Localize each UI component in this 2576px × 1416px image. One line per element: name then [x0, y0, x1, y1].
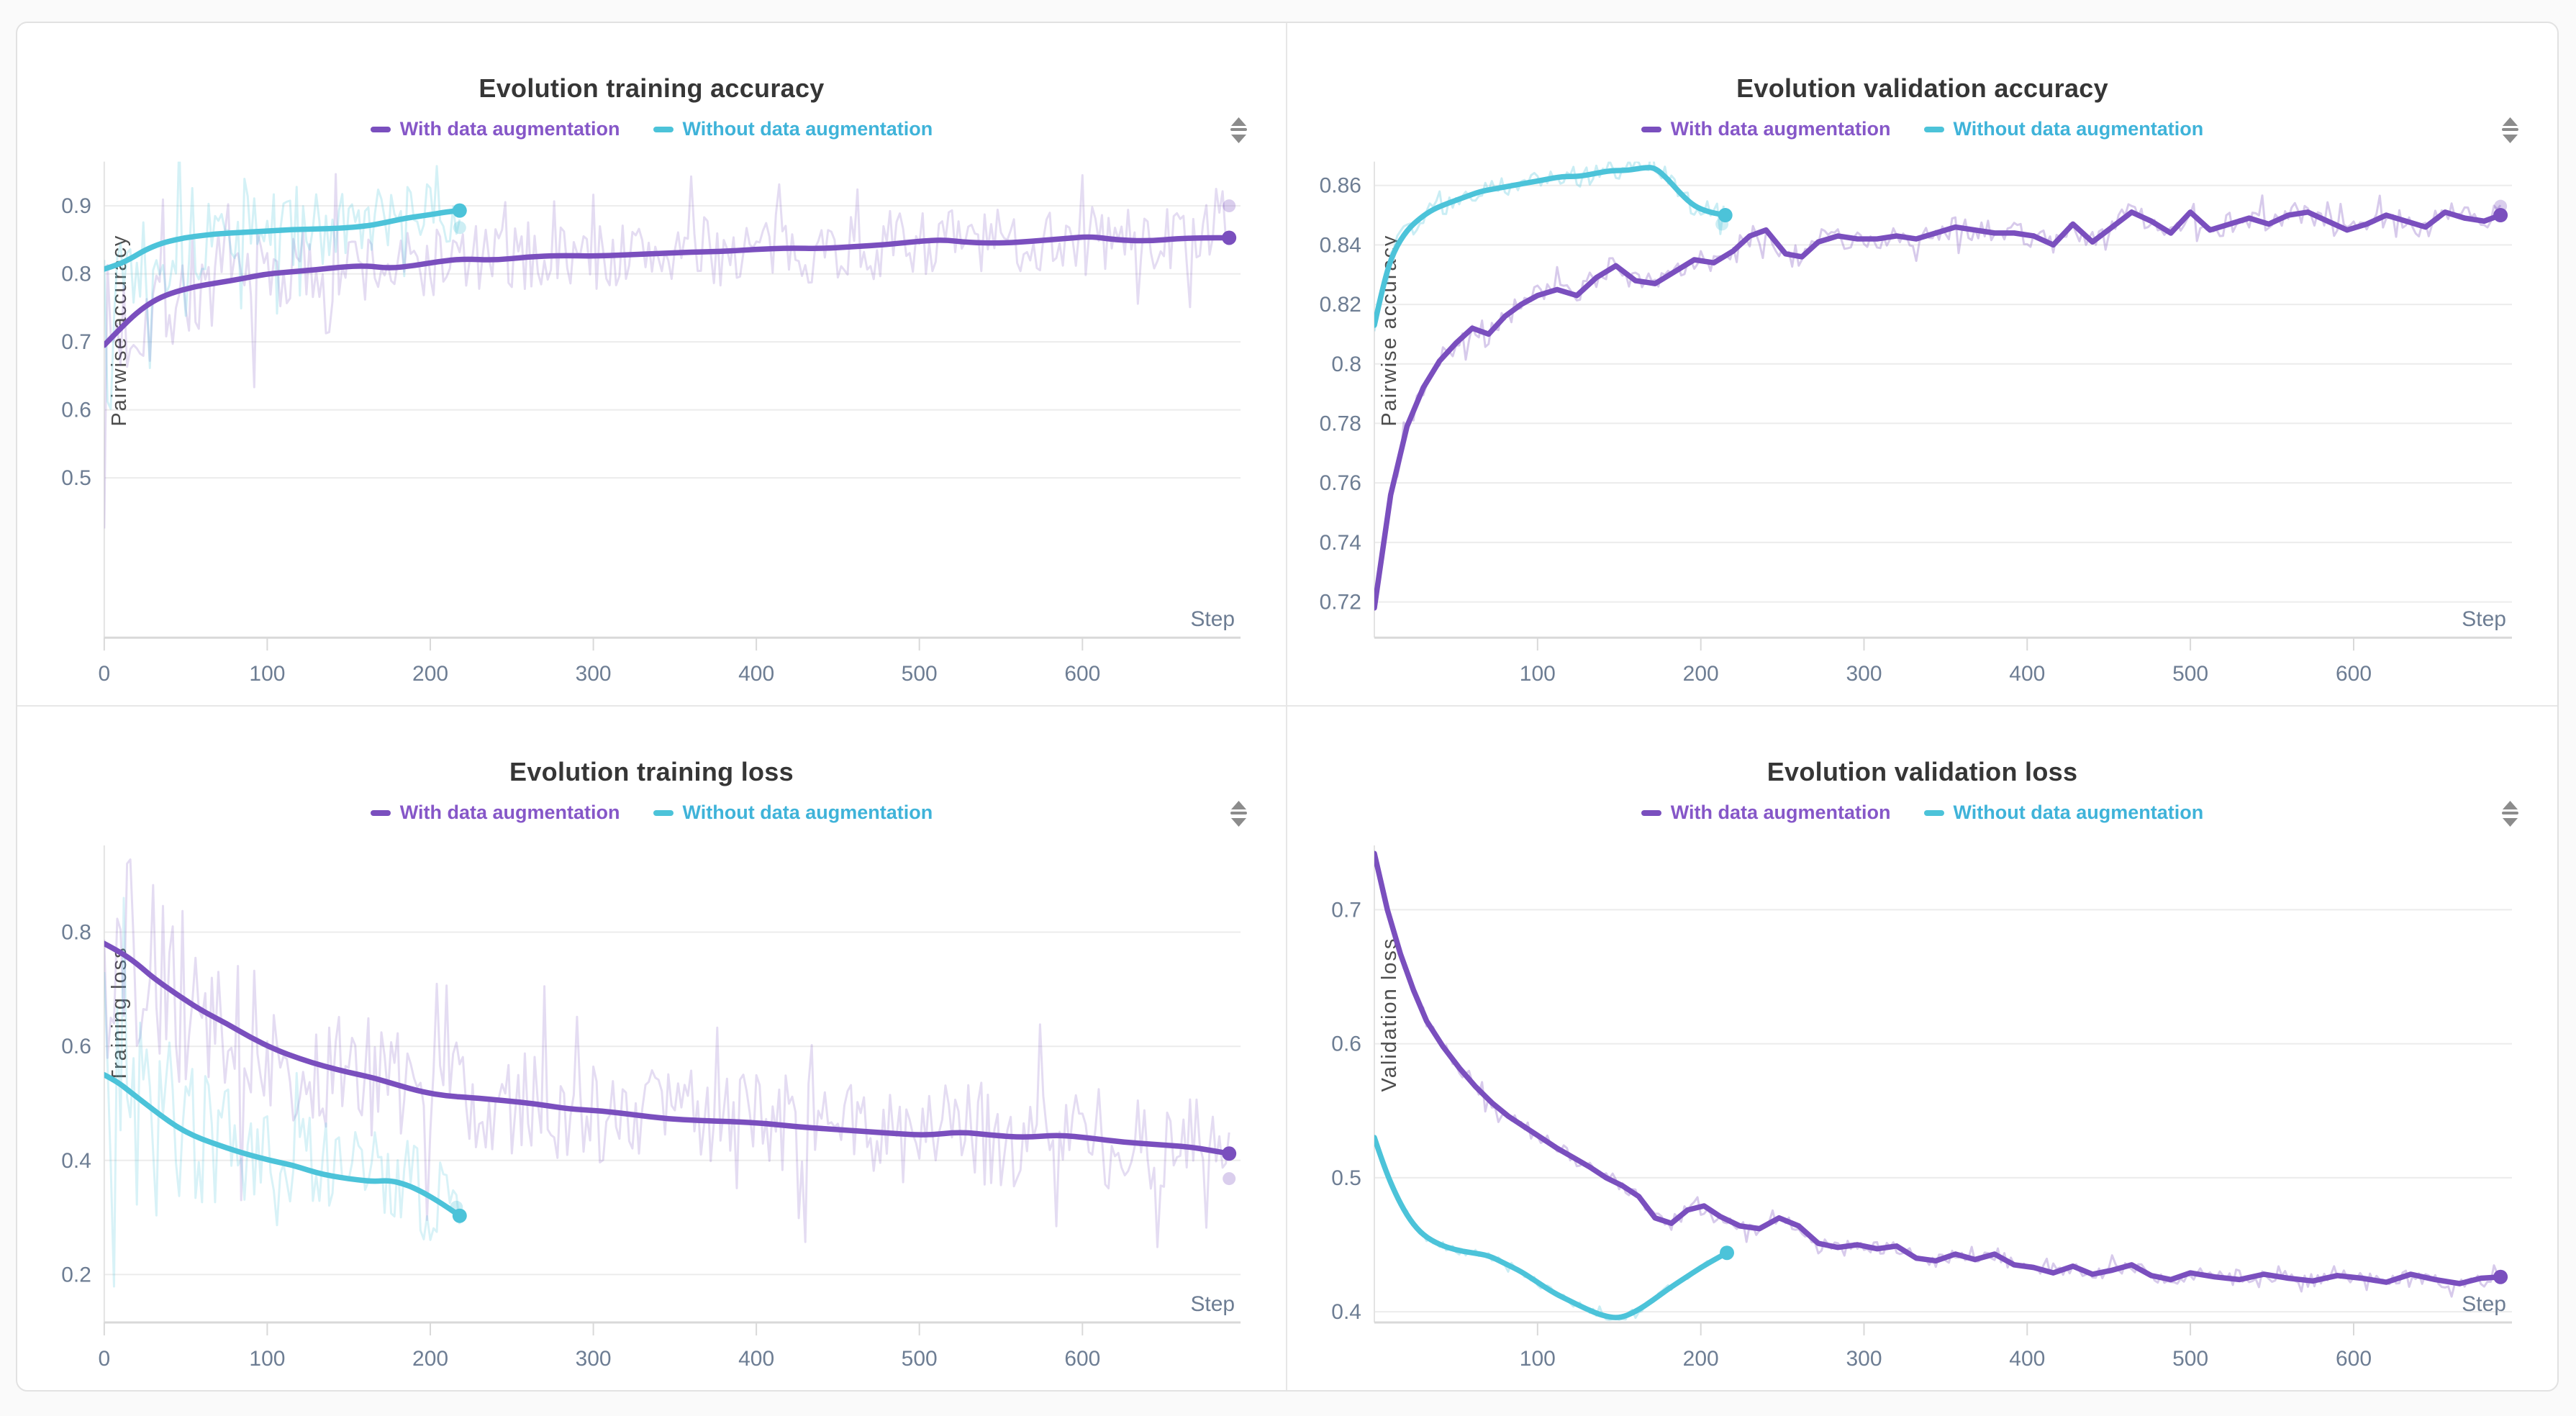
svg-text:100: 100: [1520, 1347, 1556, 1371]
svg-text:500: 500: [2172, 662, 2208, 686]
legend-swatch-cyan-icon: [1923, 126, 1944, 132]
legend-label: With data augmentation: [399, 802, 620, 823]
legend-label: With data augmentation: [399, 118, 620, 140]
svg-text:100: 100: [249, 1347, 285, 1371]
validation-loss-chart[interactable]: 0.4 0.5 0.6 0.7 100 200 300 400 500 600 Validation…: [1287, 707, 2557, 1390]
svg-text:0.6: 0.6: [61, 399, 91, 422]
svg-text:Training loss: Training loss: [108, 946, 131, 1082]
svg-text:100: 100: [249, 662, 285, 686]
svg-text:200: 200: [412, 1347, 448, 1371]
training-loss-chart[interactable]: 0.2 0.4 0.6 0.8 0 100 200 300 400 500 600 Training …: [17, 707, 1286, 1390]
legend-swatch-purple-icon: [370, 126, 391, 132]
legend-item-with-augmentation[interactable]: With data augmentation: [1641, 118, 1891, 140]
svg-text:0.4: 0.4: [61, 1149, 91, 1173]
svg-text:0.78: 0.78: [1320, 412, 1361, 435]
svg-text:0.8: 0.8: [61, 920, 91, 944]
legend-label: With data augmentation: [1670, 802, 1891, 823]
svg-text:0: 0: [99, 662, 111, 686]
chart-panel-training-loss: 0.2 0.4 0.6 0.8 0 100 200 300 400 500 600 Training …: [17, 707, 1287, 1390]
svg-text:400: 400: [738, 1347, 774, 1371]
chart-legend: With data augmentation Without data augm…: [1287, 118, 2557, 140]
svg-text:300: 300: [576, 662, 612, 686]
legend-swatch-cyan-icon: [653, 126, 674, 132]
svg-text:400: 400: [2009, 1347, 2045, 1371]
chart-legend: With data augmentation Without data augm…: [1287, 802, 2557, 824]
legend-item-with-augmentation[interactable]: With data augmentation: [370, 118, 620, 140]
legend-swatch-cyan-icon: [1923, 809, 1944, 816]
svg-text:600: 600: [2336, 1347, 2372, 1371]
svg-text:0.86: 0.86: [1320, 174, 1361, 198]
svg-text:0.84: 0.84: [1320, 233, 1361, 257]
svg-text:0.7: 0.7: [1331, 898, 1361, 922]
svg-text:0.76: 0.76: [1320, 471, 1361, 495]
svg-text:0.6: 0.6: [1331, 1032, 1361, 1056]
legend-item-without-augmentation[interactable]: Without data augmentation: [653, 802, 933, 824]
legend-label: Without data augmentation: [1953, 118, 2204, 140]
legend-label: With data augmentation: [1670, 118, 1891, 140]
svg-text:Step: Step: [2462, 1292, 2506, 1316]
panel-grid-card: 0.5 0.6 0.7 0.8 0.9 0 100 200 300 400 500 600 Pairwi…: [16, 22, 2559, 1392]
svg-text:0.9: 0.9: [61, 194, 91, 218]
svg-text:0.6: 0.6: [61, 1035, 91, 1058]
svg-text:300: 300: [1846, 662, 1882, 686]
svg-text:400: 400: [738, 662, 774, 686]
svg-text:200: 200: [1683, 1347, 1719, 1371]
legend-item-without-augmentation[interactable]: Without data augmentation: [653, 118, 933, 140]
svg-text:0.8: 0.8: [61, 263, 91, 286]
svg-text:600: 600: [1064, 662, 1100, 686]
svg-text:500: 500: [2172, 1347, 2208, 1371]
svg-text:0.72: 0.72: [1320, 591, 1361, 614]
svg-text:600: 600: [2336, 662, 2372, 686]
svg-text:0.8: 0.8: [1331, 353, 1361, 376]
legend-swatch-cyan-icon: [653, 809, 674, 816]
svg-text:300: 300: [1846, 1347, 1882, 1371]
svg-text:0.5: 0.5: [1331, 1166, 1361, 1190]
chart-legend: With data augmentation Without data augm…: [17, 802, 1286, 824]
sort-drag-handle-icon[interactable]: [2500, 799, 2520, 829]
svg-text:0.4: 0.4: [1331, 1300, 1361, 1324]
legend-label: Without data augmentation: [1953, 802, 2204, 823]
legend-item-without-augmentation[interactable]: Without data augmentation: [1923, 802, 2204, 824]
legend-item-with-augmentation[interactable]: With data augmentation: [370, 802, 620, 824]
svg-text:Step: Step: [2462, 607, 2506, 631]
svg-text:200: 200: [1683, 662, 1719, 686]
svg-text:0.2: 0.2: [61, 1263, 91, 1286]
chart-panel-validation-accuracy: 0.72 0.74 0.76 0.78 0.8 0.82 0.84 0.86 100 200 300…: [1287, 23, 2557, 707]
legend-item-without-augmentation[interactable]: Without data augmentation: [1923, 118, 2204, 140]
svg-text:500: 500: [902, 662, 938, 686]
sort-drag-handle-icon[interactable]: [2500, 115, 2520, 145]
legend-swatch-purple-icon: [1641, 126, 1661, 132]
svg-text:0.5: 0.5: [61, 466, 91, 490]
svg-text:600: 600: [1064, 1347, 1100, 1371]
svg-text:Step: Step: [1190, 607, 1235, 631]
svg-text:0: 0: [99, 1347, 111, 1371]
svg-text:0.82: 0.82: [1320, 293, 1361, 317]
svg-text:300: 300: [576, 1347, 612, 1371]
legend-label: Without data augmentation: [682, 118, 933, 140]
chart-legend: With data augmentation Without data augm…: [17, 118, 1286, 140]
svg-text:0.74: 0.74: [1320, 531, 1361, 555]
legend-swatch-purple-icon: [1641, 809, 1661, 816]
svg-text:500: 500: [902, 1347, 938, 1371]
validation-accuracy-chart[interactable]: 0.72 0.74 0.76 0.78 0.8 0.82 0.84 0.86 100 200 300…: [1287, 23, 2557, 705]
legend-item-with-augmentation[interactable]: With data augmentation: [1641, 802, 1891, 824]
sort-drag-handle-icon[interactable]: [1229, 799, 1248, 829]
svg-text:200: 200: [412, 662, 448, 686]
sort-drag-handle-icon[interactable]: [1229, 115, 1248, 145]
svg-text:100: 100: [1520, 662, 1556, 686]
svg-text:Step: Step: [1190, 1292, 1235, 1316]
legend-swatch-purple-icon: [370, 809, 391, 816]
legend-label: Without data augmentation: [682, 802, 933, 823]
svg-text:0.7: 0.7: [61, 330, 91, 354]
svg-text:400: 400: [2009, 662, 2045, 686]
chart-panel-training-accuracy: 0.5 0.6 0.7 0.8 0.9 0 100 200 300 400 500 600 Pairwi…: [17, 23, 1287, 707]
training-accuracy-chart[interactable]: 0.50.60.70.80.90 100 200 300 400 500 600Pairwi…: [17, 23, 1286, 705]
svg-text:Validation loss: Validation loss: [1378, 938, 1401, 1092]
chart-panel-validation-loss: 0.4 0.5 0.6 0.7 100 200 300 400 500 600 Validation…: [1287, 707, 2557, 1390]
